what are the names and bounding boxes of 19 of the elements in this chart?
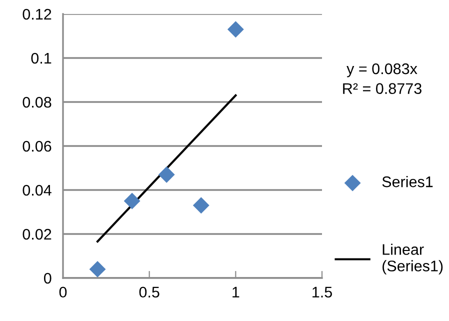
legend-label: Series1 (382, 176, 433, 188)
point (89, 260, 106, 278)
y-tick-label: 0 (44, 272, 52, 284)
point (124, 192, 140, 210)
y-tick-label: 0.06 (22, 140, 52, 152)
text: y = 0.083x R² = 0.8773 (343, 63, 422, 94)
legend-label: Linear (Series1) (382, 244, 443, 274)
y-tick-label: 0.1 (31, 52, 52, 64)
y-tick-label: 0.04 (22, 184, 52, 196)
x-tick-label: 1.5 (312, 286, 332, 298)
x-tick-label: 0 (59, 286, 67, 298)
x-tick-label: 0.5 (139, 286, 160, 298)
y-tick-label: 0.12 (22, 8, 52, 20)
y-tick-label: 0.08 (22, 96, 52, 108)
point (192, 197, 210, 214)
x-tick-label: 1 (232, 286, 240, 298)
point (158, 166, 175, 183)
point (227, 21, 244, 38)
y-tick-label: 0.02 (22, 228, 52, 240)
